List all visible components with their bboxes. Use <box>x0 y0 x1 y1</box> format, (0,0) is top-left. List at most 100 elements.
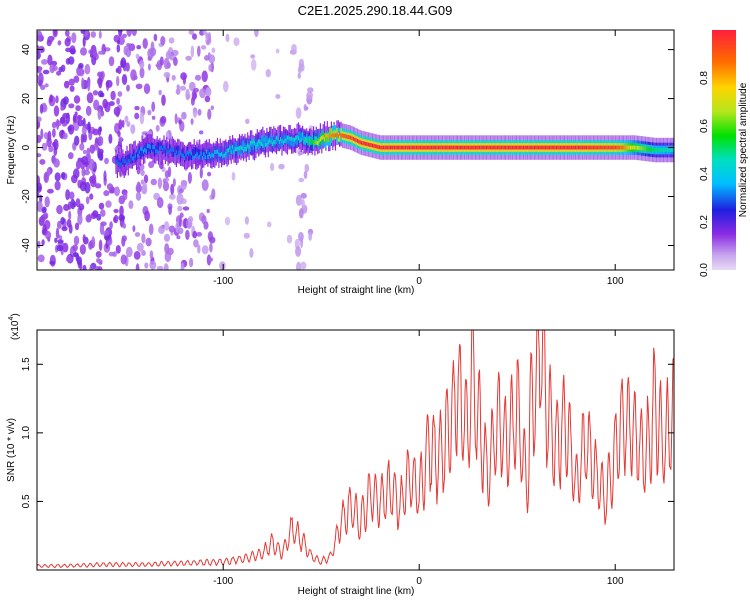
heatmap-cell <box>52 128 56 138</box>
heatmap-cell <box>92 128 100 136</box>
heatmap-cell <box>140 146 142 151</box>
heatmap-cell <box>115 160 117 164</box>
heatmap-cell <box>196 147 198 157</box>
heatmap-cell <box>496 145 498 150</box>
heatmap-cell <box>151 149 153 154</box>
heatmap-cell <box>494 145 496 150</box>
heatmap-cell <box>649 147 651 152</box>
heatmap-cell <box>601 145 603 150</box>
heatmap-cell <box>37 134 42 144</box>
spectrogram-xtick-label: -100 <box>213 276 233 287</box>
heatmap-cell <box>134 232 141 237</box>
heatmap-cell <box>125 159 127 164</box>
spectrogram-xtick-label: 0 <box>416 276 422 287</box>
heatmap-cell <box>432 145 434 150</box>
heatmap-cell <box>424 145 426 150</box>
heatmap-cell <box>151 101 156 112</box>
heatmap-cell <box>584 145 586 150</box>
heatmap-cell <box>540 145 542 150</box>
heatmap-cell <box>68 124 75 135</box>
heatmap-cell <box>197 148 199 158</box>
heatmap-cell <box>223 153 225 158</box>
heatmap-cell <box>133 75 138 80</box>
heatmap-cell <box>147 146 149 155</box>
heatmap-cell <box>481 145 483 150</box>
heatmap-cell <box>171 147 173 152</box>
heatmap-cell <box>156 141 158 151</box>
heatmap-cell <box>565 145 567 150</box>
heatmap-cell <box>37 153 42 158</box>
heatmap-cell <box>581 145 584 150</box>
heatmap-cell <box>638 146 640 150</box>
heatmap-cell <box>232 144 234 149</box>
heatmap-cell <box>192 230 198 239</box>
heatmap-cell <box>194 74 202 81</box>
heatmap-cell <box>363 141 365 146</box>
heatmap-cell <box>54 180 61 191</box>
heatmap-cell <box>314 140 316 145</box>
heatmap-cell <box>643 146 645 151</box>
heatmap-cell <box>43 132 49 140</box>
heatmap-cell <box>554 145 556 150</box>
heatmap-cell <box>284 133 286 143</box>
heatmap-cell <box>577 145 579 150</box>
heatmap-cell <box>672 148 674 152</box>
heatmap-cell <box>116 154 118 164</box>
heatmap-cell <box>69 191 75 200</box>
heatmap-cell <box>189 149 191 154</box>
heatmap-cell <box>143 83 151 94</box>
heatmap-cell <box>179 212 184 218</box>
heatmap-cell <box>41 239 45 246</box>
heatmap-cell <box>433 145 435 150</box>
heatmap-cell <box>134 112 140 120</box>
heatmap-cell <box>148 161 155 169</box>
heatmap-cell <box>614 145 616 150</box>
heatmap-cell <box>178 150 180 155</box>
heatmap-cell <box>269 138 271 143</box>
heatmap-cell <box>270 133 272 143</box>
heatmap-cell <box>88 158 95 171</box>
heatmap-cell <box>326 134 328 143</box>
heatmap-cell <box>82 264 87 270</box>
heatmap-cell <box>499 145 501 150</box>
heatmap-cell <box>75 160 81 170</box>
heatmap-cell <box>211 152 213 157</box>
heatmap-cell <box>116 97 120 105</box>
heatmap-cell <box>39 159 46 165</box>
heatmap-cell <box>319 137 321 142</box>
heatmap-cell <box>502 145 504 150</box>
heatmap-cell <box>157 142 160 152</box>
heatmap-cell <box>174 145 176 155</box>
heatmap-cell <box>250 54 256 59</box>
heatmap-cell <box>413 145 415 150</box>
heatmap-cell <box>250 58 257 71</box>
heatmap-cell <box>361 140 363 145</box>
heatmap-cell <box>168 225 176 233</box>
heatmap-cell <box>134 105 140 111</box>
heatmap-cell <box>245 118 250 125</box>
heatmap-cell <box>201 70 208 83</box>
heatmap-cell <box>117 65 122 75</box>
heatmap-cell <box>415 145 418 150</box>
heatmap-cell <box>74 222 80 231</box>
heatmap-cell <box>141 147 143 157</box>
heatmap-cell <box>609 145 611 150</box>
heatmap-cell <box>65 189 70 201</box>
heatmap-cell <box>629 145 632 150</box>
heatmap-cell <box>289 137 291 147</box>
heatmap-cell <box>227 148 230 152</box>
heatmap-cell <box>178 119 182 125</box>
heatmap-cell <box>137 153 139 158</box>
colorbar-tick-label: 0.0 <box>699 263 710 277</box>
heatmap-cell <box>81 156 88 165</box>
heatmap-cell <box>485 145 487 150</box>
heatmap-cell <box>190 151 193 156</box>
heatmap-cell <box>557 145 559 150</box>
heatmap-cell <box>180 262 185 270</box>
snr-ylabel: SNR (10 * v/v) <box>6 418 17 482</box>
snr-xtick-label: 100 <box>607 576 624 587</box>
heatmap-cell <box>275 94 281 99</box>
heatmap-cell <box>336 127 338 137</box>
heatmap-cell <box>162 181 170 192</box>
heatmap-cell <box>339 132 341 142</box>
